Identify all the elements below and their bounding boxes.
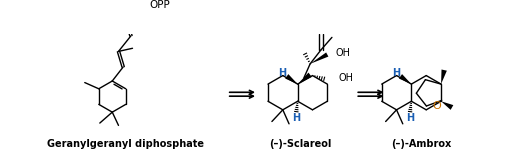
Polygon shape: [310, 52, 329, 64]
Text: (–)-Ambrox: (–)-Ambrox: [391, 139, 452, 149]
Text: (–)-Sclareol: (–)-Sclareol: [269, 139, 332, 149]
Text: H: H: [406, 113, 414, 123]
Polygon shape: [298, 73, 312, 84]
Text: H: H: [278, 68, 286, 78]
Text: H: H: [292, 113, 300, 123]
Text: H: H: [392, 68, 400, 78]
Text: O: O: [433, 101, 441, 111]
Polygon shape: [399, 74, 412, 84]
Polygon shape: [441, 101, 453, 110]
Text: OPP: OPP: [149, 0, 170, 10]
Text: OH: OH: [339, 73, 354, 83]
Text: OH: OH: [335, 48, 350, 58]
Text: Geranylgeranyl diphosphate: Geranylgeranyl diphosphate: [47, 139, 204, 149]
Polygon shape: [441, 69, 447, 84]
Polygon shape: [285, 74, 298, 84]
